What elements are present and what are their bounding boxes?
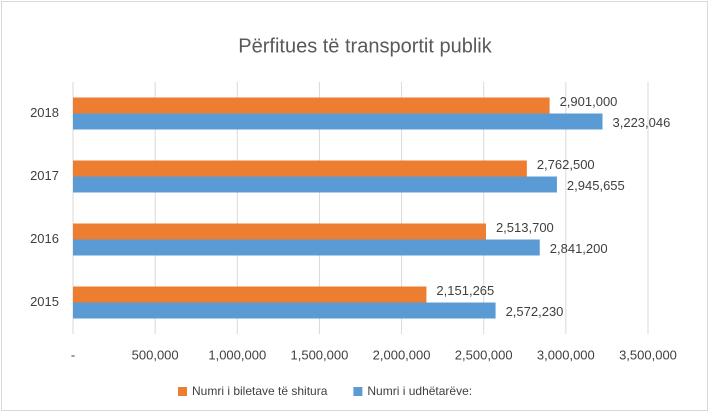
value-label: 2,762,500 [537, 157, 595, 172]
bar [73, 97, 550, 114]
value-label: 2,901,000 [560, 94, 618, 109]
value-label: 2,945,655 [567, 178, 625, 193]
x-tick-label: 1,000,000 [208, 347, 266, 362]
legend-label: Numri i biletave të shitura [192, 384, 328, 398]
value-label: 2,841,200 [550, 241, 608, 256]
x-tick-label: 3,000,000 [537, 347, 595, 362]
legend-swatch [178, 387, 187, 396]
x-tick-label: 3,500,000 [619, 347, 677, 362]
y-tick-label: 2017 [30, 168, 59, 183]
bar [73, 302, 496, 319]
x-tick-label: 2,000,000 [373, 347, 431, 362]
x-tick-label: 1,500,000 [291, 347, 349, 362]
y-tick-label: 2018 [30, 105, 59, 120]
bar [73, 113, 603, 130]
value-label: 2,513,700 [496, 220, 554, 235]
value-label: 3,223,046 [613, 115, 671, 130]
bar [73, 160, 527, 177]
y-tick-label: 2015 [30, 294, 59, 309]
value-label: 2,151,265 [436, 283, 494, 298]
x-tick-label: 500,000 [132, 347, 179, 362]
chart-title: Përfitues të transportit publik [238, 35, 492, 57]
legend-swatch [353, 387, 363, 396]
bar [73, 286, 427, 303]
value-label: 2,572,230 [506, 304, 564, 319]
x-tick-label: 2,500,000 [455, 347, 513, 362]
x-tick-label: - [71, 347, 75, 362]
bar [73, 176, 557, 193]
y-tick-label: 2016 [30, 231, 59, 246]
legend-label: Numri i udhëtarëve: [367, 384, 472, 398]
bar [73, 239, 540, 256]
bar [73, 223, 486, 240]
